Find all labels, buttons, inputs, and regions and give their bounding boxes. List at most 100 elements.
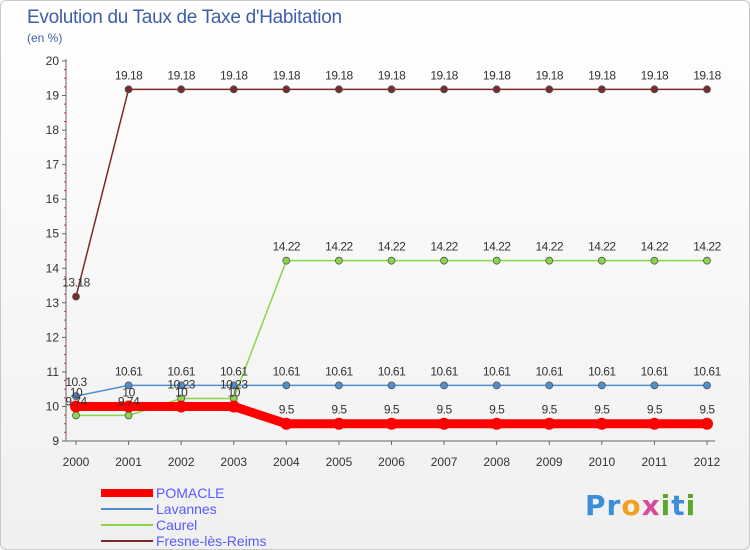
y-tick-label: 13 xyxy=(46,296,60,310)
data-point xyxy=(492,256,501,265)
legend-label: POMACLE xyxy=(156,485,225,501)
data-label: 19.18 xyxy=(273,68,301,82)
data-point xyxy=(72,292,80,301)
data-point xyxy=(492,381,501,390)
brand-letter: t xyxy=(671,489,686,522)
data-label: 14.22 xyxy=(535,240,563,254)
data-label: 10.61 xyxy=(273,364,301,378)
brand-letter: i xyxy=(660,489,672,522)
data-label: 10.61 xyxy=(483,364,511,378)
data-label: 14.22 xyxy=(483,240,511,254)
data-point xyxy=(597,256,606,265)
data-point xyxy=(72,392,80,400)
data-point xyxy=(124,85,133,94)
x-tick-label: 2009 xyxy=(536,455,563,469)
data-point xyxy=(545,381,554,390)
data-label: 19.18 xyxy=(115,68,143,82)
data-label: 9.5 xyxy=(699,403,715,417)
data-point xyxy=(385,417,398,430)
x-tick-label: 2008 xyxy=(483,455,510,469)
data-label: 10.61 xyxy=(115,364,143,378)
x-tick-label: 2004 xyxy=(273,455,300,469)
data-label: 19.18 xyxy=(483,68,511,82)
data-label: 9.5 xyxy=(489,403,505,417)
data-point xyxy=(701,417,713,430)
brand-letter: o xyxy=(621,489,642,522)
y-tick-label: 10 xyxy=(46,399,60,413)
data-label: 14.22 xyxy=(378,240,406,254)
data-label: 10.61 xyxy=(220,364,248,378)
data-point xyxy=(227,400,240,413)
data-point xyxy=(440,381,448,390)
data-label: 10.61 xyxy=(535,364,563,378)
data-point xyxy=(177,85,186,94)
data-label: 19.18 xyxy=(220,68,248,82)
data-point xyxy=(545,256,554,265)
y-tick-label: 20 xyxy=(46,54,60,68)
data-label: 9.5 xyxy=(331,403,347,417)
data-point xyxy=(703,256,711,265)
data-label: 9.74 xyxy=(65,394,87,408)
x-tick-label: 2011 xyxy=(642,455,668,469)
data-label: 19.18 xyxy=(325,68,353,82)
data-label: 19.18 xyxy=(641,68,669,82)
data-label: 19.18 xyxy=(693,68,721,82)
data-label: 14.22 xyxy=(641,240,669,254)
data-label: 19.18 xyxy=(378,68,406,82)
data-point xyxy=(543,417,556,430)
data-point xyxy=(387,256,396,265)
data-point xyxy=(70,400,82,413)
y-tick-label: 16 xyxy=(46,192,60,206)
data-label: 9.5 xyxy=(279,403,295,417)
data-label: 9.5 xyxy=(647,403,663,417)
x-tick-label: 2012 xyxy=(694,455,721,469)
data-label: 14.22 xyxy=(273,240,301,254)
data-point xyxy=(703,381,711,390)
data-point xyxy=(490,417,503,430)
y-tick-label: 14 xyxy=(46,261,60,275)
brand-letter: x xyxy=(641,489,661,522)
data-label: 13.18 xyxy=(62,276,90,290)
data-label: 14.22 xyxy=(325,240,353,254)
brand-letter: P xyxy=(585,489,607,522)
x-tick-label: 2000 xyxy=(63,455,90,469)
data-point xyxy=(387,85,396,94)
data-point xyxy=(650,381,659,390)
data-point xyxy=(648,417,661,430)
data-label: 10.23 xyxy=(167,378,195,392)
data-label: 14.22 xyxy=(430,240,458,254)
data-label: 10.23 xyxy=(220,378,248,392)
data-label: 9.74 xyxy=(118,394,140,408)
data-label: 9.5 xyxy=(542,403,558,417)
legend-label: Caurel xyxy=(156,517,198,533)
series-line xyxy=(76,259,707,417)
legend-label: Fresne-lès-Reims xyxy=(156,533,267,549)
x-tick-label: 2002 xyxy=(168,455,195,469)
data-point xyxy=(280,417,293,430)
data-point xyxy=(124,381,133,390)
data-point xyxy=(650,256,659,265)
data-label: 10 xyxy=(70,385,83,399)
y-tick-label: 11 xyxy=(47,365,60,379)
data-label: 14.22 xyxy=(588,240,616,254)
data-label: 10 xyxy=(228,385,241,399)
legend-swatch xyxy=(101,540,153,542)
data-label: 10.61 xyxy=(641,364,669,378)
data-point xyxy=(595,417,608,430)
data-label: 10.61 xyxy=(588,364,616,378)
data-point xyxy=(72,411,80,420)
data-label: 19.18 xyxy=(588,68,616,82)
data-point xyxy=(597,381,606,390)
data-point xyxy=(650,85,659,94)
data-point xyxy=(597,85,606,94)
data-point xyxy=(387,381,396,390)
data-point xyxy=(332,417,345,430)
y-tick-label: 15 xyxy=(46,227,60,241)
data-point xyxy=(124,411,133,420)
x-tick-label: 2005 xyxy=(326,455,353,469)
data-point xyxy=(175,400,188,413)
chart-subtitle: (en %) xyxy=(27,31,63,45)
y-tick-label: 19 xyxy=(46,89,60,103)
